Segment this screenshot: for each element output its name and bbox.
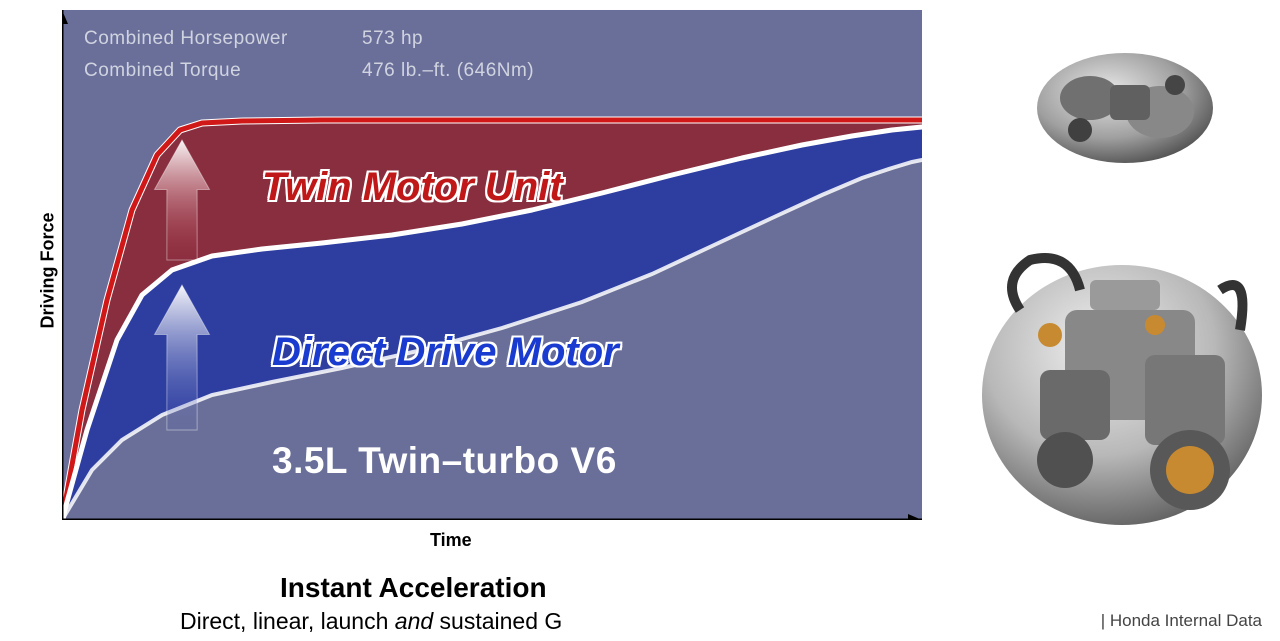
- stat-hp-value: 573 hp: [362, 28, 423, 50]
- twin-motor-unit-image: [1020, 30, 1230, 180]
- direct-drive-label: Direct Drive Motor: [272, 330, 619, 375]
- caption-sub-pre: Direct, linear, launch: [180, 608, 395, 634]
- stat-hp-label: Combined Horsepower: [84, 28, 288, 50]
- v6-engine-label: 3.5L Twin–turbo V6: [272, 440, 617, 482]
- image-column: | Honda Internal Data: [960, 0, 1280, 641]
- chart-plot: Combined Horsepower 573 hp Combined Torq…: [62, 10, 922, 520]
- caption-sub-em: and: [395, 608, 433, 634]
- source-note: | Honda Internal Data: [1101, 611, 1262, 631]
- caption-title: Instant Acceleration: [280, 572, 547, 604]
- stat-tq-value: 476 lb.–ft. (646Nm): [362, 60, 534, 82]
- caption-subtitle: Direct, linear, launch and sustained G: [180, 608, 562, 635]
- y-axis-label: Driving Force: [38, 212, 59, 328]
- x-axis-label: Time: [430, 530, 472, 551]
- stat-tq-label: Combined Torque: [84, 60, 241, 82]
- chart-column: Driving Force Time Combined Horsepower 5…: [0, 0, 960, 641]
- twin-motor-label: Twin Motor Unit: [262, 165, 563, 210]
- caption-sub-post: sustained G: [433, 608, 562, 634]
- v6-engine-image: [970, 220, 1275, 550]
